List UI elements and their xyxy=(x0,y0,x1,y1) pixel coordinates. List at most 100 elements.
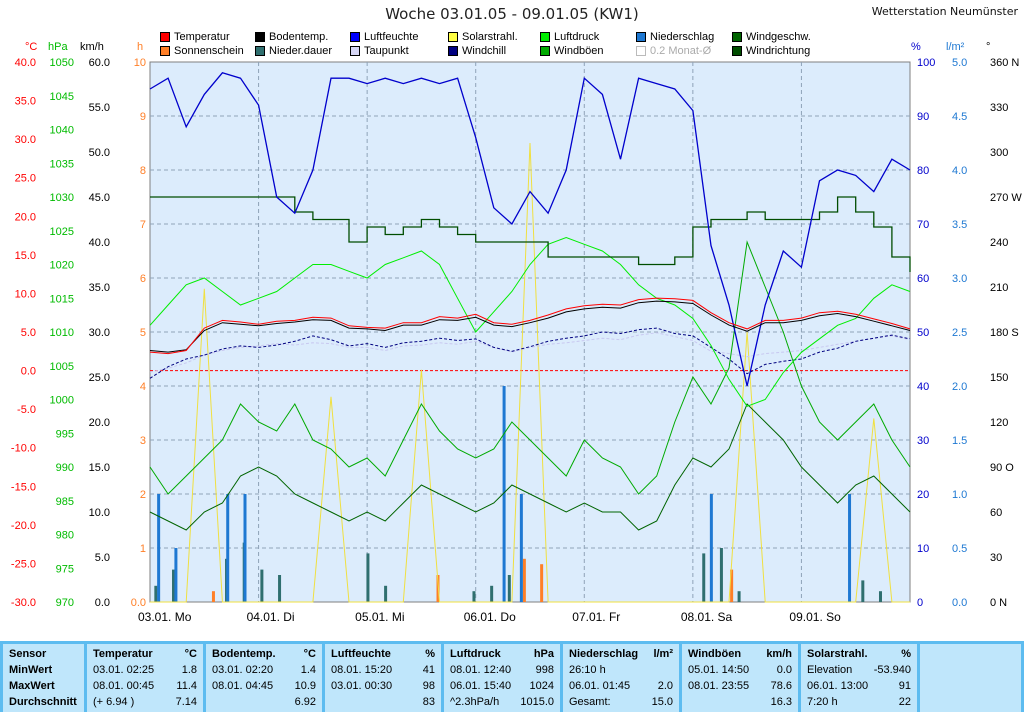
stats-row-label: Durchschnitt xyxy=(9,696,78,712)
stats-row-label-text: MinWert xyxy=(9,664,53,676)
humidity-tick: 20 xyxy=(917,489,929,501)
niederschlag-bar xyxy=(226,494,230,602)
stats-cell-value: 78.6 xyxy=(770,680,792,692)
stats-row-label-text: Sensor xyxy=(9,648,47,660)
nieder-dauer-bar xyxy=(878,591,882,602)
pressure-tick: 1025 xyxy=(50,226,74,238)
direction-tick: 90 O xyxy=(990,462,1014,474)
direction-tick: 210 xyxy=(990,282,1008,294)
direction-tick: 240 xyxy=(990,237,1008,249)
pressure-tick: 990 xyxy=(56,462,74,474)
pressure-tick: 1015 xyxy=(50,293,74,305)
stats-column-unit: °C xyxy=(184,648,197,660)
hours-tick: 3 xyxy=(140,435,146,447)
legend-item: Bodentemp. xyxy=(255,31,328,43)
legend-label: Luftfeuchte xyxy=(364,31,419,43)
legend-label: Nieder.dauer xyxy=(269,45,332,57)
weather-chart: 40.035.030.025.020.015.010.05.00.0-5.0-1… xyxy=(11,41,1022,624)
nieder-dauer-bar xyxy=(384,585,388,602)
stats-cell: 06.01. 15:40 1024 xyxy=(450,680,554,696)
humidity-tick: 90 xyxy=(917,111,929,123)
niederschlag-bar xyxy=(174,548,178,602)
wind-tick: 25.0 xyxy=(89,372,110,384)
stats-cell-label: ^2.3hPa/h xyxy=(450,696,500,708)
stats-cell-label: 03.01. 02:20 xyxy=(212,664,274,676)
stats-cell-label: 05.01. 14:50 xyxy=(688,664,750,676)
stats-row-label: MaxWert xyxy=(9,680,78,696)
stats-cell-label: Gesamt: xyxy=(569,696,611,708)
stats-cell-value: 2.0 xyxy=(657,680,673,692)
legend-label: Solarstrahl. xyxy=(462,31,518,43)
direction-tick: 330 xyxy=(990,102,1008,114)
direction-tick: 300 xyxy=(990,147,1008,159)
rain-tick: 3.0 xyxy=(952,273,967,285)
stats-row-label: MinWert xyxy=(9,664,78,680)
temperature-tick: 35.0 xyxy=(15,96,36,108)
pressure-tick: 980 xyxy=(56,530,74,542)
stats-cell-label: 08.01. 04:45 xyxy=(212,680,274,692)
x-axis-label: 09.01. So xyxy=(789,610,841,624)
series-solarstrahl xyxy=(150,142,910,603)
niederschlag-bar xyxy=(709,494,713,602)
pressure-tick: 1020 xyxy=(50,260,74,272)
legend-item: Windgeschw. xyxy=(732,31,811,43)
stats-row-label: Sensor xyxy=(9,648,78,664)
legend-item: Temperatur xyxy=(160,31,230,43)
humidity-tick: 10 xyxy=(917,543,929,555)
temperature-tick: 20.0 xyxy=(15,211,36,223)
wind-tick: 35.0 xyxy=(89,282,110,294)
stats-cell-value: 1.4 xyxy=(300,664,316,676)
nieder-dauer-bar xyxy=(278,575,282,602)
stats-column: Luftdruck hPa 08.01. 12:40 998 06.01. 15:40 1… xyxy=(444,644,560,712)
temperature-tick: 25.0 xyxy=(15,173,36,185)
stats-sensor-column: Sensor MinWert MaxWert Durchschnitt xyxy=(3,644,84,712)
stats-column-head: Bodentemp. xyxy=(212,648,276,660)
temperature-tick: 10.0 xyxy=(15,288,36,300)
stats-cell-label: 26:10 h xyxy=(569,664,606,676)
stats-panel: Sensor MinWert MaxWert Durchschnitt Temperat… xyxy=(0,641,1024,712)
direction-tick: 0 N xyxy=(990,597,1007,609)
legend-label: Taupunkt xyxy=(364,45,409,57)
sonnenschein-bar xyxy=(540,564,544,602)
pressure-unit: hPa xyxy=(48,41,68,53)
stats-cell: 16.3 xyxy=(688,696,792,712)
stats-empty-column xyxy=(920,644,1021,712)
stats-column: Windböen km/h 05.01. 14:50 0.0 08.01. 23:55 7… xyxy=(682,644,798,712)
stats-cell-value: 98 xyxy=(422,680,435,692)
nieder-dauer-bar xyxy=(472,591,476,602)
stats-cell: 03.01. 00:30 98 xyxy=(331,680,435,696)
legend-label: Sonnenschein xyxy=(174,45,244,57)
stats-cell-value: 6.92 xyxy=(294,696,316,708)
rain-tick: 1.5 xyxy=(952,435,967,447)
stats-column: Bodentemp. °C 03.01. 02:20 1.4 08.01. 04:45 1… xyxy=(206,644,322,712)
stats-cell: 06.01. 01:45 2.0 xyxy=(569,680,673,696)
bar-series xyxy=(154,386,882,602)
rain-unit: l/m² xyxy=(946,41,965,53)
stats-cell-label: 06.01. 13:00 xyxy=(807,680,869,692)
wind-tick: 45.0 xyxy=(89,192,110,204)
legend-label: Windböen xyxy=(554,45,604,57)
legend-swatch xyxy=(540,46,550,56)
stats-cell-value: 41 xyxy=(422,664,435,676)
humidity-tick: 60 xyxy=(917,273,929,285)
series-windrichtung xyxy=(150,196,911,272)
stats-cell: 06.01. 13:00 91 xyxy=(807,680,911,696)
rain-tick: 4.0 xyxy=(952,165,967,177)
direction-tick: 120 xyxy=(990,417,1008,429)
pressure-tick: 975 xyxy=(56,563,74,575)
stats-cell: ^2.3hPa/h 1015.0 xyxy=(450,696,554,712)
stats-column: Temperatur °C 03.01. 02:25 1.8 08.01. 00:45 1… xyxy=(87,644,203,712)
legend-swatch xyxy=(350,32,360,42)
stats-row-label-text: MaxWert xyxy=(9,680,55,692)
stats-cell-label: 08.01. 00:45 xyxy=(93,680,155,692)
legend-swatch xyxy=(350,46,360,56)
series-windböen xyxy=(149,240,911,495)
humidity-tick: 70 xyxy=(917,219,929,231)
legend-item: Windböen xyxy=(540,45,604,57)
nieder-dauer-bar xyxy=(861,580,865,602)
stats-cell: 26:10 h xyxy=(569,664,673,680)
humidity-unit: % xyxy=(911,41,921,53)
humidity-tick: 80 xyxy=(917,165,929,177)
pressure-tick: 1030 xyxy=(50,192,74,204)
nieder-dauer-bar xyxy=(719,548,723,602)
